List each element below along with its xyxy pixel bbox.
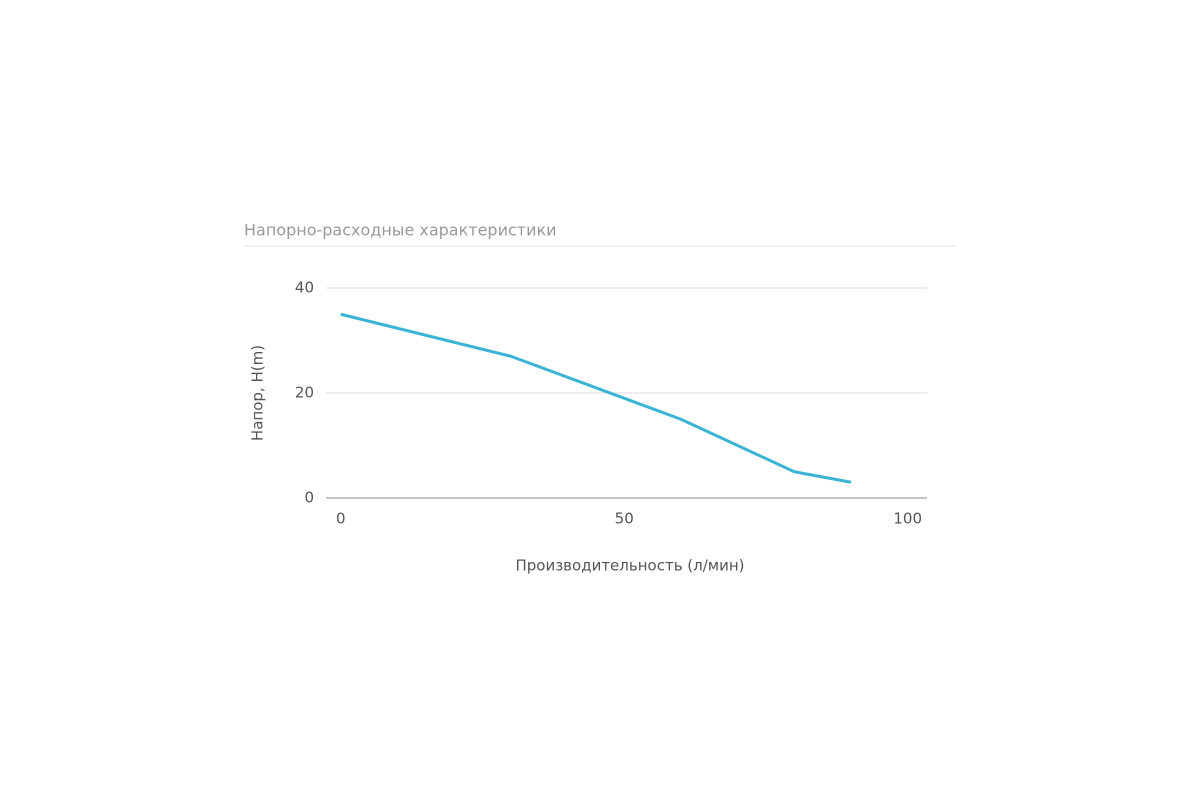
y-tick-label: 40 [295,279,314,297]
data-line [340,312,852,484]
x-axis-label: Производительность (л/мин) [515,557,744,575]
chart-title: Напорно-расходные характеристики [244,221,557,240]
x-tick-label: 100 [893,510,922,528]
y-tick-label: 20 [295,384,314,402]
x-tick-label: 50 [615,510,634,528]
y-axis-label: Напор, H(m) [249,345,267,441]
y-tick-label: 0 [304,489,314,507]
x-tick-label: 0 [336,510,346,528]
